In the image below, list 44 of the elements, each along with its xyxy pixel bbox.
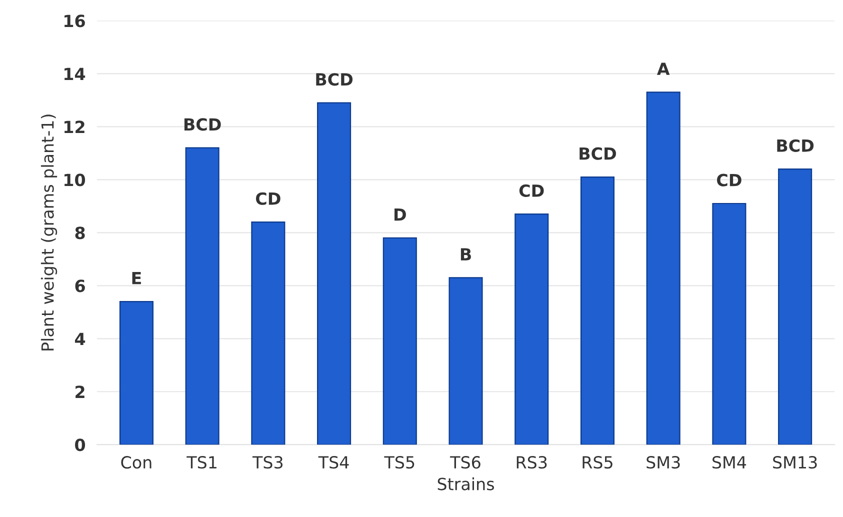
y-tick-label: 6 — [75, 280, 85, 292]
bar — [712, 202, 746, 445]
x-tick-label: TS5 — [384, 456, 414, 469]
bar — [448, 277, 483, 445]
data-label: BCD — [580, 147, 616, 160]
data-label: BCD — [777, 139, 814, 152]
x-tick-label: RS3 — [516, 456, 547, 469]
x-tick-label: TS4 — [318, 456, 349, 469]
data-label: A — [656, 62, 670, 75]
x-tick-label: TS1 — [186, 456, 216, 469]
x-tick-label: SM13 — [773, 456, 817, 469]
x-tick-label: SM3 — [646, 456, 680, 469]
data-label: CD — [716, 174, 742, 186]
bar — [778, 168, 812, 445]
y-tick-label: 2 — [76, 386, 84, 398]
bar — [317, 102, 352, 445]
y-tick-label: 4 — [74, 332, 86, 345]
y-tick-label: 0 — [75, 438, 86, 452]
x-tick-label: RS5 — [582, 456, 612, 469]
y-tick-label: 16 — [64, 14, 85, 28]
bar — [646, 92, 680, 445]
data-label: B — [460, 248, 471, 260]
data-label: E — [132, 272, 141, 284]
data-label: CD — [519, 184, 544, 197]
x-tick-label: Con — [121, 456, 152, 469]
y-tick-label: 14 — [64, 68, 86, 80]
bar — [580, 176, 614, 445]
bar — [185, 147, 220, 445]
bar — [382, 237, 417, 445]
x-tick-label: SM4 — [712, 456, 746, 469]
x-tick-label: TS6 — [450, 456, 480, 469]
y-tick-label: 8 — [75, 226, 85, 240]
y-axis-title: Plant weight (grams plant-1) — [40, 114, 58, 350]
bar — [251, 221, 286, 445]
x-axis-title: Strains — [438, 477, 494, 490]
data-label: BCD — [184, 118, 221, 131]
data-label: BCD — [316, 73, 353, 86]
bar — [119, 300, 154, 445]
x-tick-label: TS3 — [252, 456, 283, 469]
data-label: CD — [256, 192, 280, 205]
y-tick-label: 12 — [64, 120, 84, 133]
data-label: D — [394, 208, 406, 221]
bar — [514, 214, 549, 445]
y-tick-label: 10 — [64, 174, 86, 186]
